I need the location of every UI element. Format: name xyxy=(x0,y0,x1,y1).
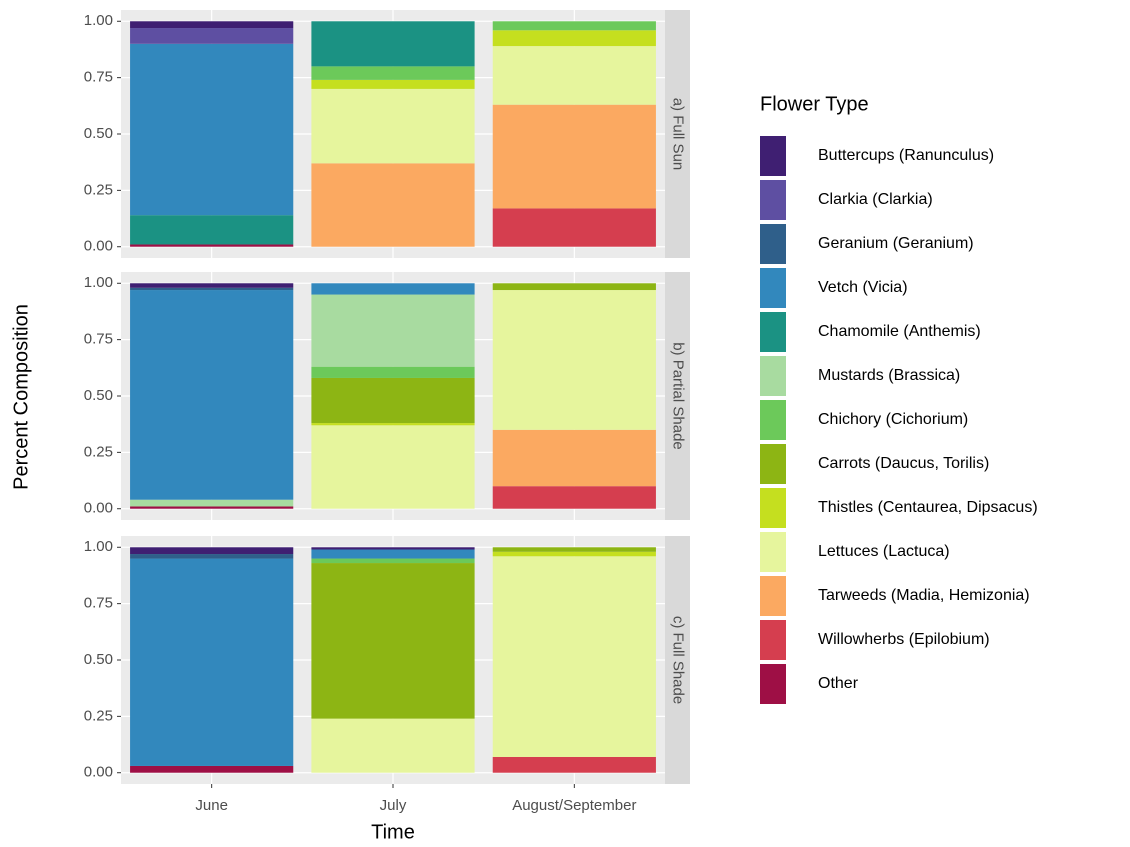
legend-key xyxy=(760,180,786,220)
bar-segment xyxy=(311,423,475,426)
bar-segment xyxy=(311,21,475,67)
facet-label: c) Full Shade xyxy=(670,616,687,704)
x-tick-label: July xyxy=(380,797,407,814)
facet-strip xyxy=(665,536,690,784)
legend-label: Buttercups (Ranunculus) xyxy=(818,147,994,164)
legend-key xyxy=(760,444,786,484)
y-tick-label: 0.25 xyxy=(84,181,113,198)
bar-segment xyxy=(130,499,294,507)
bar-segment xyxy=(492,547,656,552)
legend-label: Chichory (Cichorium) xyxy=(818,411,968,428)
facet-strip xyxy=(665,272,690,520)
legend-label: Other xyxy=(818,675,859,692)
legend-label: Mustards (Brassica) xyxy=(818,367,960,384)
facet-strip xyxy=(665,10,690,258)
bar-segment xyxy=(492,46,656,105)
y-tick-label: 0.00 xyxy=(84,238,113,255)
bar-segment xyxy=(130,215,294,245)
bar-segment xyxy=(130,283,294,288)
y-tick-label: 1.00 xyxy=(84,274,113,291)
bar-segment xyxy=(130,554,294,559)
bar-segment xyxy=(311,294,475,367)
legend-label: Chamomile (Anthemis) xyxy=(818,323,981,340)
legend-key xyxy=(760,620,786,660)
legend-label: Carrots (Daucus, Torilis) xyxy=(818,455,989,472)
y-tick-label: 1.00 xyxy=(84,538,113,555)
bar-segment xyxy=(130,506,294,509)
bar-segment xyxy=(492,486,656,509)
y-tick-label: 0.50 xyxy=(84,651,113,668)
bar-segment xyxy=(492,283,656,291)
bar-segment xyxy=(311,163,475,247)
bar-segment xyxy=(130,765,294,773)
bar-segment xyxy=(492,104,656,209)
bar-segment xyxy=(492,290,656,430)
bar-segment xyxy=(130,28,294,44)
bar-segment xyxy=(492,756,656,773)
bar-segment xyxy=(311,66,475,80)
x-axis-title: Time xyxy=(371,821,415,843)
bar-segment xyxy=(311,549,475,559)
bar-segment xyxy=(311,425,475,509)
y-tick-label: 0.00 xyxy=(84,500,113,517)
bar-segment xyxy=(130,287,294,291)
legend-key xyxy=(760,356,786,396)
bar-segment xyxy=(311,377,475,424)
bar-segment xyxy=(311,283,475,295)
y-tick-label: 0.00 xyxy=(84,764,113,781)
bar-segment xyxy=(311,88,475,164)
legend-title: Flower Type xyxy=(760,93,869,115)
facet-label: a) Full Sun xyxy=(670,98,687,171)
legend-label: Vetch (Vicia) xyxy=(818,279,908,296)
legend-key xyxy=(760,268,786,308)
y-tick-label: 0.50 xyxy=(84,125,113,142)
bar-segment xyxy=(130,547,294,555)
legend-key xyxy=(760,532,786,572)
bar-segment xyxy=(311,366,475,378)
y-tick-label: 0.75 xyxy=(84,595,113,612)
legend-key xyxy=(760,400,786,440)
legend-key xyxy=(760,488,786,528)
bar-segment xyxy=(492,551,656,557)
y-tick-label: 1.00 xyxy=(84,12,113,29)
y-tick-label: 0.50 xyxy=(84,387,113,404)
legend-label: Geranium (Geranium) xyxy=(818,235,974,252)
legend-key xyxy=(760,224,786,264)
bar-segment xyxy=(311,547,475,550)
bar-segment xyxy=(311,558,475,564)
y-tick-label: 0.75 xyxy=(84,69,113,86)
bar-segment xyxy=(492,556,656,757)
bar-segment xyxy=(492,30,656,47)
legend-label: Tarweeds (Madia, Hemizonia) xyxy=(818,587,1030,604)
legend-label: Thistles (Centaurea, Dipsacus) xyxy=(818,499,1038,516)
facet-label: b) Partial Shade xyxy=(670,342,687,450)
bar-segment xyxy=(492,429,656,487)
legend-key xyxy=(760,136,786,176)
legend-key xyxy=(760,576,786,616)
legend-label: Clarkia (Clarkia) xyxy=(818,191,933,208)
y-tick-label: 0.75 xyxy=(84,331,113,348)
x-tick-label: August/September xyxy=(512,797,636,814)
legend-label: Lettuces (Lactuca) xyxy=(818,543,950,560)
legend-key xyxy=(760,664,786,704)
x-tick-label: June xyxy=(195,797,228,814)
legend-label: Willowherbs (Epilobium) xyxy=(818,631,990,648)
bar-segment xyxy=(311,718,475,773)
bar-segment xyxy=(492,208,656,247)
bar-segment xyxy=(130,21,294,29)
bar-segment xyxy=(130,558,294,766)
y-tick-label: 0.25 xyxy=(84,443,113,460)
bar-segment xyxy=(130,43,294,216)
legend-key xyxy=(760,312,786,352)
bar-segment xyxy=(492,21,656,31)
y-axis-title: Percent Composition xyxy=(10,304,32,490)
bar-segment xyxy=(130,244,294,247)
bar-segment xyxy=(311,563,475,719)
bar-segment xyxy=(130,290,294,500)
y-tick-label: 0.25 xyxy=(84,707,113,724)
bar-segment xyxy=(311,79,475,89)
